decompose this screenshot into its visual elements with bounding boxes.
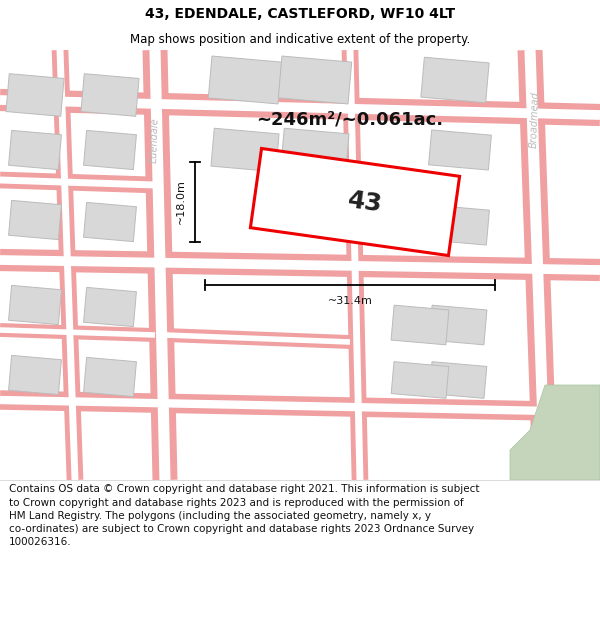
Text: Broadmead: Broadmead [529,91,541,149]
Polygon shape [6,74,64,116]
Text: 43: 43 [346,188,384,216]
Polygon shape [211,128,279,172]
Text: Map shows position and indicative extent of the property.: Map shows position and indicative extent… [130,32,470,46]
Polygon shape [8,356,61,394]
Text: Contains OS data © Crown copyright and database right 2021. This information is : Contains OS data © Crown copyright and d… [9,484,479,547]
Polygon shape [81,74,139,116]
Text: ~31.4m: ~31.4m [328,296,373,306]
Polygon shape [429,305,487,345]
Polygon shape [427,205,490,245]
Polygon shape [429,362,487,398]
Polygon shape [8,131,61,169]
Polygon shape [281,128,349,172]
Text: 43, EDENDALE, CASTLEFORD, WF10 4LT: 43, EDENDALE, CASTLEFORD, WF10 4LT [145,7,455,21]
Polygon shape [250,149,460,256]
Polygon shape [83,131,136,169]
Polygon shape [510,385,600,480]
Polygon shape [428,130,491,170]
Polygon shape [8,201,61,239]
Polygon shape [8,286,61,324]
Polygon shape [83,288,136,327]
Text: ~18.0m: ~18.0m [176,179,186,224]
Polygon shape [391,362,449,398]
Polygon shape [83,202,136,242]
Polygon shape [208,56,281,104]
Polygon shape [83,357,136,397]
Polygon shape [391,305,449,345]
Text: Edendale: Edendale [149,117,161,163]
Text: ~246m²/~0.061ac.: ~246m²/~0.061ac. [256,111,443,129]
Polygon shape [421,58,489,102]
Polygon shape [278,56,352,104]
